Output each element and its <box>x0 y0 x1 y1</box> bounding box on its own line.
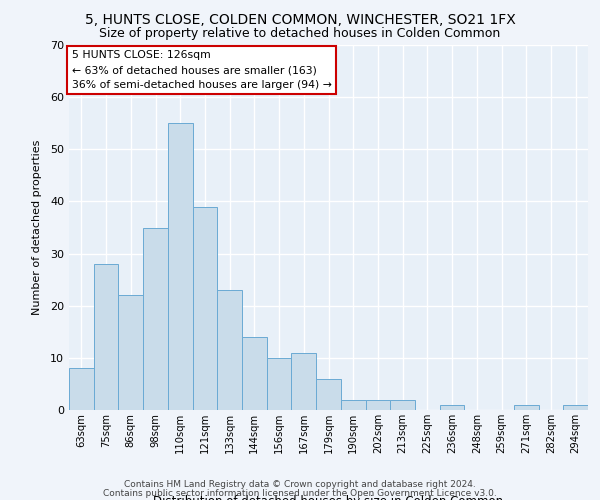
Bar <box>118 296 143 410</box>
Bar <box>292 352 316 410</box>
Bar <box>440 405 464 410</box>
X-axis label: Distribution of detached houses by size in Colden Common: Distribution of detached houses by size … <box>154 495 503 500</box>
Bar <box>563 405 588 410</box>
Bar <box>217 290 242 410</box>
Text: Size of property relative to detached houses in Colden Common: Size of property relative to detached ho… <box>100 28 500 40</box>
Bar <box>390 400 415 410</box>
Bar <box>365 400 390 410</box>
Bar <box>193 206 217 410</box>
Text: Contains HM Land Registry data © Crown copyright and database right 2024.: Contains HM Land Registry data © Crown c… <box>124 480 476 489</box>
Bar <box>94 264 118 410</box>
Bar <box>69 368 94 410</box>
Bar <box>267 358 292 410</box>
Bar <box>242 337 267 410</box>
Text: Contains public sector information licensed under the Open Government Licence v3: Contains public sector information licen… <box>103 488 497 498</box>
Text: 5 HUNTS CLOSE: 126sqm
← 63% of detached houses are smaller (163)
36% of semi-det: 5 HUNTS CLOSE: 126sqm ← 63% of detached … <box>71 50 331 90</box>
Bar <box>316 378 341 410</box>
Text: 5, HUNTS CLOSE, COLDEN COMMON, WINCHESTER, SO21 1FX: 5, HUNTS CLOSE, COLDEN COMMON, WINCHESTE… <box>85 12 515 26</box>
Bar <box>168 123 193 410</box>
Bar <box>341 400 365 410</box>
Y-axis label: Number of detached properties: Number of detached properties <box>32 140 41 315</box>
Bar <box>143 228 168 410</box>
Bar <box>514 405 539 410</box>
